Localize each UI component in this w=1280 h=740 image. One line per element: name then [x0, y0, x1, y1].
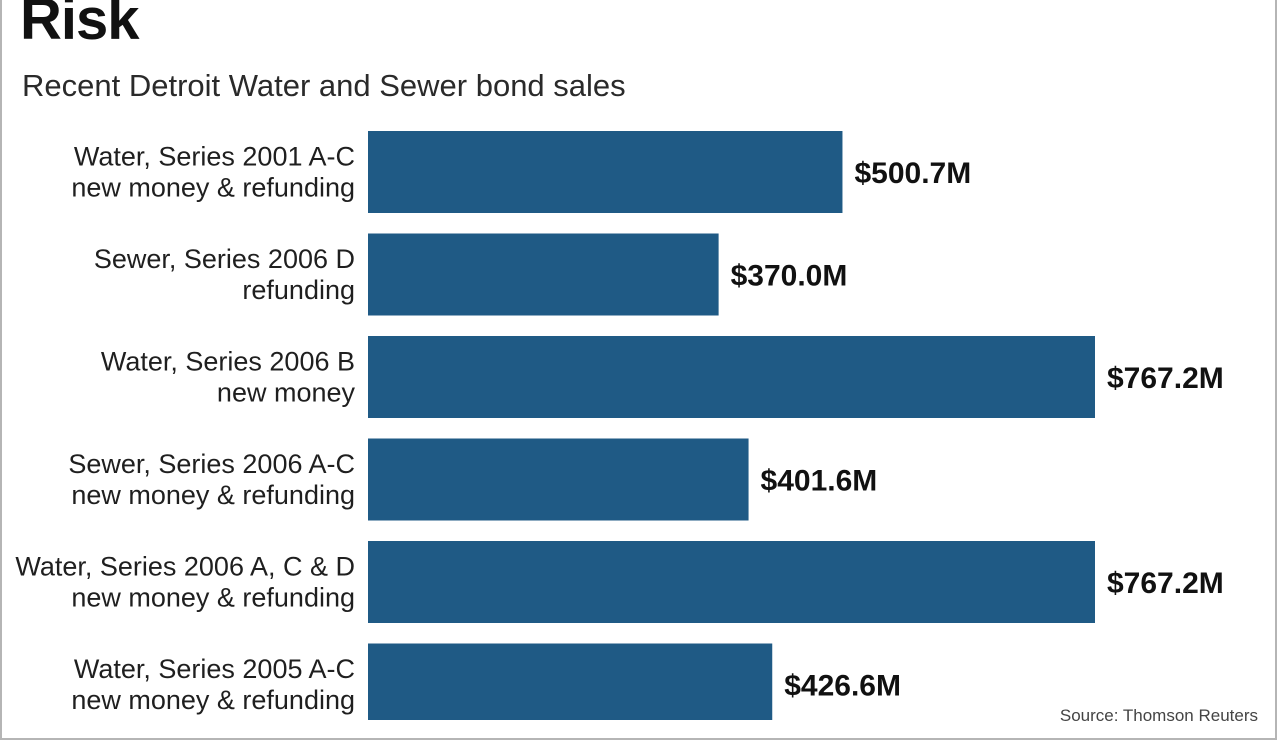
bar-1 — [368, 131, 843, 213]
bar-4 — [368, 438, 749, 521]
category-label-6-line-1: Water, Series 2005 A-C — [74, 654, 355, 684]
category-label-2-line-2: refunding — [242, 275, 355, 305]
category-label-4-line-2: new money & refunding — [71, 480, 355, 510]
category-label-1-line-1: Water, Series 2001 A-C — [74, 142, 355, 172]
value-label-5: $767.2M — [1107, 567, 1224, 600]
value-label-3: $767.2M — [1107, 362, 1224, 395]
category-label-3-line-2: new money — [217, 378, 356, 408]
chart-title: Risk — [20, 0, 140, 52]
category-label-5-line-1: Water, Series 2006 A, C & D — [15, 552, 355, 582]
value-label-6: $426.6M — [784, 670, 901, 703]
category-label-1-line-2: new money & refunding — [71, 173, 355, 203]
value-label-2: $370.0M — [731, 260, 848, 293]
bar-3 — [368, 336, 1095, 418]
category-label-5-line-2: new money & refunding — [71, 583, 355, 613]
value-label-4: $401.6M — [761, 465, 878, 498]
bar-2 — [368, 233, 719, 316]
category-label-3-line-1: Water, Series 2006 B — [101, 347, 355, 377]
chart-subtitle: Recent Detroit Water and Sewer bond sale… — [22, 68, 626, 103]
bar-5 — [368, 541, 1095, 623]
category-label-4-line-1: Sewer, Series 2006 A-C — [68, 449, 355, 479]
category-label-2-line-1: Sewer, Series 2006 D — [94, 244, 355, 274]
value-label-1: $500.7M — [854, 157, 971, 190]
bar-6 — [368, 643, 773, 720]
source-note: Source: Thomson Reuters — [1059, 706, 1258, 725]
category-label-6-line-2: new money & refunding — [71, 685, 355, 715]
